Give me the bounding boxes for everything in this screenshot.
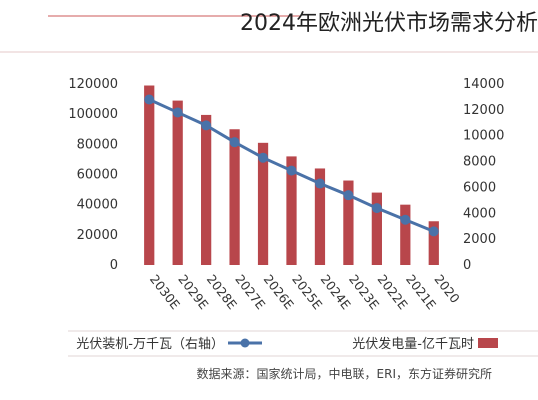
bar (314, 168, 326, 265)
bar (371, 192, 382, 265)
bar-series (144, 85, 439, 265)
line-point (343, 190, 354, 201)
right-axis: 0 2000 4000 6000 8000 10000 12000 14000 (463, 77, 504, 273)
right-tick-label: 10000 (463, 129, 504, 144)
bar (428, 221, 439, 265)
line-point (258, 152, 269, 163)
legend-line-label: 光伏装机-万千瓦（右轴） (76, 337, 224, 352)
line-point (400, 214, 411, 225)
bar (229, 129, 240, 265)
bar (172, 100, 183, 265)
line-series (144, 94, 439, 237)
right-tick-label: 8000 (463, 155, 496, 170)
left-tick-label: 120000 (68, 77, 118, 92)
left-tick-label: 40000 (77, 198, 118, 213)
line-point (201, 120, 212, 131)
source-note: 数据来源：国家统计局，中电联，ERI，东方证券研究所 (197, 366, 492, 381)
line-point (229, 137, 240, 148)
left-tick-label: 100000 (68, 107, 118, 122)
right-tick-label: 0 (463, 258, 471, 273)
line-point (371, 203, 382, 214)
right-tick-label: 6000 (463, 180, 496, 195)
left-tick-label: 0 (110, 258, 118, 273)
right-tick-label: 12000 (463, 103, 504, 118)
legend: 光伏发电量-亿千瓦时 光伏装机-万千瓦（右轴） (68, 330, 538, 357)
bar (144, 85, 155, 265)
line-point (144, 94, 155, 105)
legend-line-marker (240, 338, 250, 348)
bar (201, 114, 212, 265)
left-tick-label: 80000 (77, 137, 118, 152)
left-axis: 0 20000 40000 60000 80000 100000 120000 (68, 77, 118, 273)
bar (286, 156, 297, 265)
line-point (428, 226, 439, 237)
right-tick-label: 14000 (463, 77, 504, 92)
right-tick-label: 2000 (463, 232, 496, 247)
bar (257, 142, 269, 265)
line-point (172, 107, 183, 118)
legend-bar-label: 光伏发电量-亿千瓦时 (352, 336, 474, 352)
bar (343, 180, 354, 265)
line-point (286, 165, 297, 176)
right-tick-label: 4000 (463, 206, 496, 221)
bar (400, 204, 411, 265)
legend-bar-swatch (478, 338, 498, 348)
x-axis: 2030E2029E2028E2027E2026E2025E2024E2023E… (147, 272, 463, 313)
left-tick-label: 20000 (77, 228, 118, 243)
page-title: 2024年欧洲光伏市场需求分析 (240, 11, 538, 36)
left-tick-label: 60000 (77, 168, 118, 183)
line-point (314, 178, 325, 189)
